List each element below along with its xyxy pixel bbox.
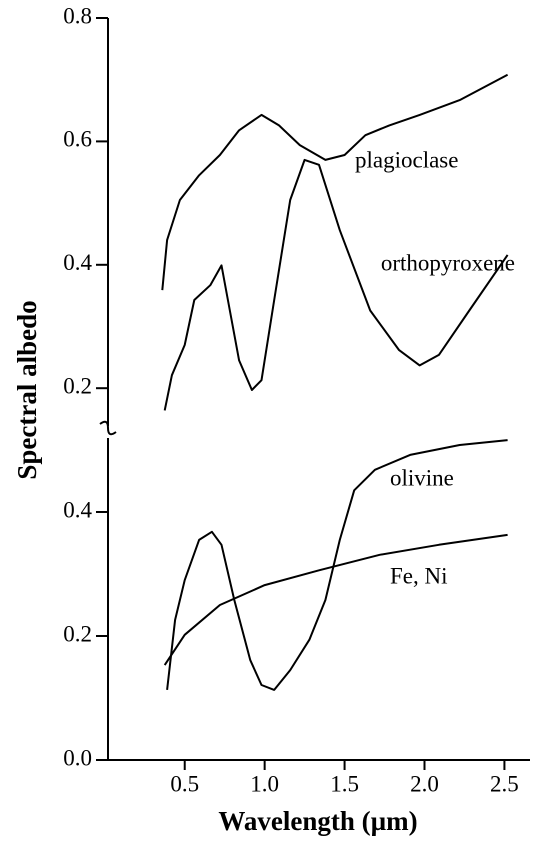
y-axis-label: Spectral albedo <box>12 300 42 479</box>
y-tick-label: 0.6 <box>63 127 92 152</box>
series-line <box>161 73 509 291</box>
axis-break <box>99 420 117 436</box>
series-label: plagioclase <box>355 147 458 172</box>
y-tick-label: 0.0 <box>63 745 92 770</box>
y-tick-label: 0.8 <box>63 3 92 28</box>
y-tick-label: 0.4 <box>63 250 92 275</box>
series-label: olivine <box>390 465 454 490</box>
x-tick-label: 0.5 <box>170 771 199 796</box>
x-tick-label: 1.5 <box>330 771 359 796</box>
series-line <box>163 533 508 666</box>
y-tick-label: 0.4 <box>63 497 92 522</box>
series-label: Fe, Ni <box>390 563 448 588</box>
x-axis-label: Wavelength (µm) <box>218 806 417 836</box>
x-tick-label: 1.0 <box>250 771 279 796</box>
series-line <box>166 439 508 691</box>
y-tick-label: 0.2 <box>63 621 92 646</box>
x-tick-label: 2.5 <box>490 771 519 796</box>
series-line <box>163 158 509 411</box>
y-tick-label: 0.2 <box>63 373 92 398</box>
x-tick-label: 2.0 <box>410 771 439 796</box>
series-label: orthopyroxene <box>381 250 515 275</box>
